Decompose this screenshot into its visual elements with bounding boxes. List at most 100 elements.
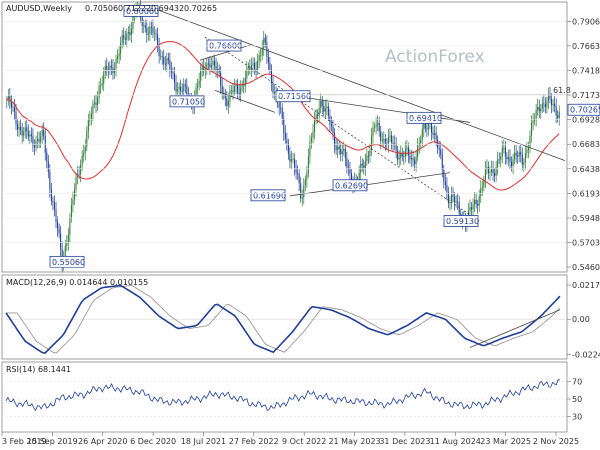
candle-body (430, 122, 433, 133)
candle-body (312, 131, 314, 138)
candle-body (321, 101, 323, 107)
candle-body (170, 69, 172, 73)
candle-body (230, 90, 232, 92)
candle-body (458, 202, 460, 214)
candle-body (421, 129, 423, 141)
candle-body (332, 126, 334, 133)
x-tick-label: 27 Feb 2022 (229, 437, 279, 446)
annotation-box (275, 90, 311, 103)
candle-body (327, 106, 329, 116)
candle-body (500, 156, 502, 160)
candle-body (438, 147, 440, 150)
candle-body (380, 131, 382, 141)
candle-body (544, 104, 546, 108)
candle-body (289, 153, 291, 162)
candle-body (106, 65, 108, 70)
annotation-box (49, 255, 85, 268)
candle-body (555, 106, 557, 116)
macd-line (5, 284, 561, 354)
annotation-box (332, 179, 368, 192)
candle-body (550, 99, 553, 106)
candle-body (87, 120, 89, 132)
candle-body (452, 194, 454, 197)
candle-body (244, 78, 246, 86)
candle-body (317, 114, 319, 116)
candle-body (349, 168, 351, 174)
trendline (199, 44, 251, 61)
candle-body (338, 146, 340, 150)
candle-body (264, 37, 266, 43)
candle-body (441, 154, 443, 170)
candle-body (435, 132, 437, 140)
annotation-label: 0.71050 (172, 97, 205, 106)
candle-body (24, 127, 26, 132)
candle-body (343, 149, 345, 152)
candle-body (447, 192, 449, 204)
candle-body (124, 38, 126, 40)
candle-body (67, 235, 69, 244)
candle-body (260, 55, 262, 56)
candle-body (509, 157, 511, 162)
candle-body (497, 159, 499, 168)
candle-body (103, 72, 105, 84)
candle-body (150, 26, 152, 28)
ohlc-close: 0.70265 (184, 4, 217, 13)
macd-signal-line (6, 284, 561, 354)
candle-body (237, 84, 239, 93)
candle-body (523, 162, 525, 165)
candle-body (307, 156, 309, 174)
candle-body (524, 153, 526, 163)
candle-body (126, 33, 128, 40)
candle-body (554, 103, 556, 107)
candle-body (155, 33, 157, 35)
rsi-title: RSI(14) 68.1441 (6, 365, 71, 374)
candle-body (400, 153, 402, 158)
trendline (157, 9, 566, 161)
candle-body (26, 127, 28, 132)
candle-body (492, 168, 494, 174)
candle-body (397, 150, 399, 160)
candle-body (517, 155, 519, 157)
candle-body (398, 157, 400, 160)
candle-body (369, 150, 371, 157)
candle-body (278, 103, 280, 108)
candle-body (341, 151, 343, 155)
candle-body (298, 173, 300, 184)
candle-body (450, 194, 453, 202)
candle-body (172, 72, 174, 74)
macd-title: MACD(12,26,9) 0.014644 0.010155 (6, 278, 148, 287)
candle-body (537, 106, 539, 111)
annotation-label: 0.62690 (335, 181, 368, 190)
candle-body (540, 108, 542, 112)
candle-body (117, 56, 119, 59)
x-tick-label: 9 Oct 2022 (282, 437, 326, 446)
candle-body (377, 122, 379, 125)
price-layer: 0.800600.766000.710500.715600.694100.616… (6, 0, 600, 273)
candle-body (157, 34, 159, 46)
candle-body (213, 60, 216, 66)
candle-body (474, 199, 476, 205)
candle-body (490, 168, 493, 172)
candle-body (246, 67, 248, 79)
candle-body (240, 87, 242, 95)
candle-body (50, 189, 52, 201)
candle-body (227, 101, 229, 106)
candle-body (17, 124, 19, 130)
candle-body (201, 65, 203, 70)
candle-body (304, 179, 306, 186)
candle-body (340, 149, 342, 155)
candle-body (495, 167, 497, 176)
candle-body (306, 173, 308, 180)
candle-body (415, 156, 417, 165)
annotation-box (169, 95, 205, 108)
candle-body (163, 56, 165, 64)
candle-body (392, 142, 394, 145)
annotation-box (123, 5, 159, 17)
candle-body (414, 160, 416, 165)
candle-body (314, 119, 316, 132)
candle-body (66, 243, 68, 247)
